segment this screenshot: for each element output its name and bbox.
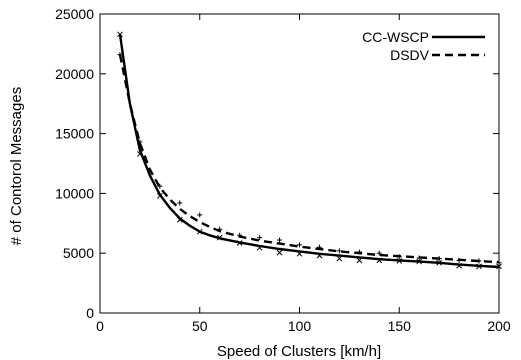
data-point-marker [416,255,422,261]
data-point-marker [117,52,123,58]
data-point-marker [197,212,203,218]
data-point-marker [156,192,163,199]
legend-label: CC-WSCP [362,29,429,45]
data-point-marker [436,259,443,266]
data-point-marker [296,250,303,257]
legend-label: DSDV [390,47,430,63]
data-point-marker [456,262,462,269]
data-point-marker [236,240,243,246]
data-point-marker [257,235,263,241]
data-point-marker [476,258,482,264]
data-point-marker [216,234,223,241]
x-tick-label: 100 [288,318,312,334]
x-tick-label: 200 [487,318,511,334]
legend: CC-WSCP DSDV [362,29,485,63]
data-point-marker [217,226,223,232]
data-point-marker [237,232,243,238]
data-point-marker [137,139,143,145]
y-tick-label: 5000 [63,245,94,261]
x-tick-label: 0 [96,318,104,334]
series-line-cc-wscp [118,34,500,269]
data-point-marker [157,183,163,189]
data-point-marker [476,263,482,270]
axes-layer: 0 50 100 150 200 0 5000 10000 15000 20000 25000 [55,6,511,334]
data-point-marker [336,248,342,254]
data-point-marker [356,257,363,264]
y-tick-label: 10000 [55,185,94,201]
series-layer [117,31,502,270]
data-point-marker [376,257,383,264]
data-point-marker [396,254,402,260]
data-point-marker [356,249,362,255]
y-tick-label: 20000 [55,66,94,82]
data-point-marker [176,216,183,223]
data-point-marker [256,244,263,251]
x-tick-label: 150 [388,318,412,334]
data-point-marker [336,255,343,262]
data-point-marker [316,244,322,250]
data-point-marker [277,237,283,243]
x-tick-label: 50 [192,318,208,334]
data-point-marker [396,258,403,264]
data-point-marker [416,258,423,265]
plot-frame [99,13,500,314]
data-point-marker [196,228,203,235]
data-point-marker [137,151,143,157]
y-axis-label: # of Contorol Messages [8,87,25,245]
data-point-marker [276,249,283,256]
y-tick-label: 15000 [55,126,94,142]
y-tick-label: 25000 [55,6,94,22]
data-point-marker [456,257,462,263]
data-point-marker [177,200,183,206]
data-point-marker [316,252,323,259]
y-tick-label: 0 [86,305,94,321]
data-point-marker [376,250,382,256]
data-point-marker [297,242,302,248]
x-axis-label: Speed of Clusters [km/h] [217,343,381,360]
data-point-marker [117,31,123,38]
series-line-dsdv [118,54,500,264]
data-point-marker [436,256,442,262]
